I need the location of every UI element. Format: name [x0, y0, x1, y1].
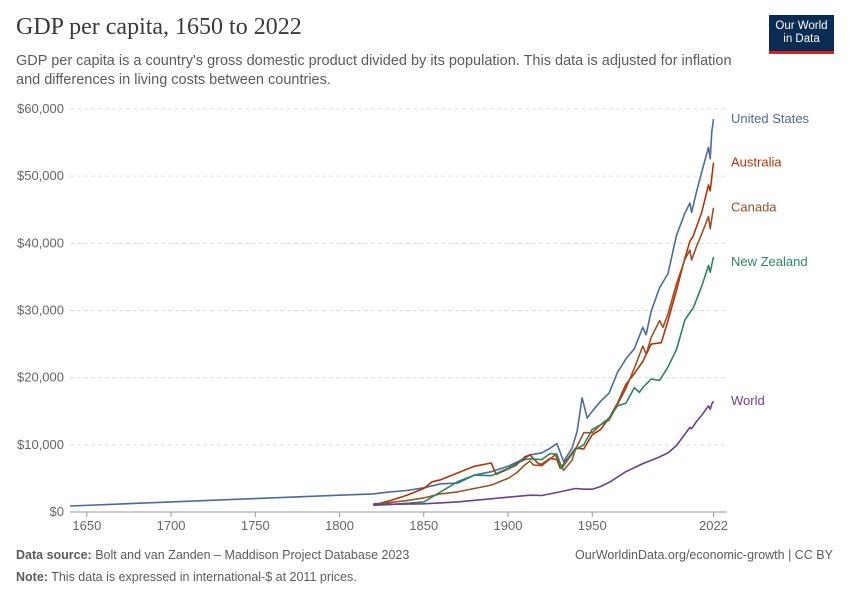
x-axis: 1650 1700 1750 1800 1850 1900 1950 2022: [70, 511, 728, 533]
y-tick-label: $40,000: [17, 235, 64, 250]
x-tick-label: 1950: [578, 518, 607, 533]
y-tick-label: $20,000: [17, 370, 64, 385]
logo-line-2: in Data: [783, 33, 820, 45]
series-label-new-zealand[interactable]: New Zealand: [731, 254, 808, 269]
series-label-world[interactable]: World: [731, 393, 765, 408]
y-tick-label: $60,000: [17, 101, 64, 116]
data-source-link[interactable]: Bolt and van Zanden – Maddison Project D…: [95, 548, 410, 562]
series-line-new-zealand[interactable]: [373, 256, 715, 507]
note-line: Note: This data is expressed in internat…: [16, 570, 357, 584]
series-line-australia[interactable]: [372, 162, 715, 507]
note-label: Note:: [16, 570, 48, 584]
x-tick-label: 2022: [699, 518, 728, 533]
chart-title: GDP per capita, 1650 to 2022: [16, 14, 302, 40]
y-tick-label: $10,000: [17, 437, 64, 452]
y-tick-label: $50,000: [17, 168, 64, 183]
series-line-world[interactable]: [373, 400, 715, 506]
x-tick-label: 1900: [494, 518, 523, 533]
data-source-label: Data source:: [16, 548, 92, 562]
series-lines: [69, 118, 715, 507]
series-label-united-states[interactable]: United States: [731, 111, 810, 126]
x-tick-label: 1850: [409, 518, 438, 533]
logo-line-1: Our World: [775, 20, 828, 32]
owid-url-link[interactable]: OurWorldinData.org/economic-growth | CC …: [575, 548, 833, 562]
series-line-canada[interactable]: [373, 207, 715, 505]
owid-logo[interactable]: Our World in Data: [769, 15, 834, 54]
y-tick-label: $0: [50, 504, 64, 519]
x-tick-label: 1700: [157, 518, 186, 533]
x-tick-label: 1650: [72, 518, 101, 533]
chart-subtitle: GDP per capita is a country's gross dome…: [16, 53, 732, 88]
y-tick-label: $30,000: [17, 303, 64, 318]
x-tick-label: 1750: [241, 518, 270, 533]
note-text: This data is expressed in international-…: [51, 570, 357, 584]
x-tick-label: 1800: [325, 518, 354, 533]
data-source-line: Data source: Bolt and van Zanden – Maddi…: [16, 548, 409, 562]
series-line-united-states[interactable]: [69, 118, 715, 507]
line-chart: $0 $10,000 $20,000 $30,000 $40,000 $50,000 $60…: [17, 101, 810, 533]
gridlines: [70, 108, 727, 446]
series-labels: United States Australia Canada New Zealand W…: [731, 111, 810, 408]
y-axis-tick-labels: $0 $10,000 $20,000 $30,000 $40,000 $50,000 $60…: [17, 101, 64, 519]
series-label-australia[interactable]: Australia: [731, 155, 782, 170]
series-label-canada[interactable]: Canada: [731, 200, 777, 215]
